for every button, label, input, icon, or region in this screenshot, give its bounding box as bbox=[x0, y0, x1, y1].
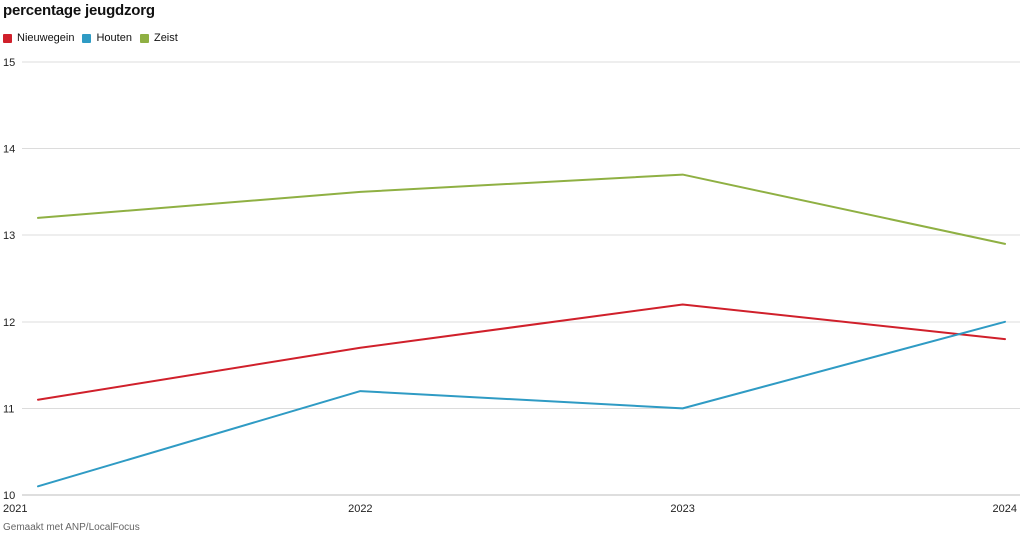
chart-legend: Nieuwegein Houten Zeist bbox=[3, 32, 186, 44]
x-tick-label: 2021 bbox=[3, 503, 27, 515]
legend-label: Zeist bbox=[153, 32, 178, 44]
legend-swatch bbox=[3, 33, 12, 43]
chart-footer: Gemaakt met ANP/LocalFocus bbox=[3, 522, 140, 533]
chart-title: percentage jeugdzorg bbox=[3, 2, 155, 19]
x-tick-label: 2022 bbox=[348, 503, 372, 515]
y-tick-label: 11 bbox=[3, 403, 14, 415]
y-tick-label: 10 bbox=[3, 490, 15, 502]
series-line-nieuwegein bbox=[37, 303, 1006, 401]
y-tick-label: 15 bbox=[3, 57, 15, 69]
series-line-houten bbox=[37, 320, 1006, 488]
y-tick-label: 14 bbox=[3, 144, 15, 156]
x-tick-label: 2024 bbox=[993, 503, 1017, 515]
legend-swatch bbox=[139, 33, 149, 43]
legend-item-houten: Houten bbox=[82, 32, 132, 44]
y-tick-label: 13 bbox=[3, 230, 15, 242]
legend-swatch bbox=[82, 33, 92, 43]
x-tick-label: 2023 bbox=[670, 503, 694, 515]
y-tick-label: 12 bbox=[3, 317, 15, 329]
legend-item-nieuwegein: Nieuwegein bbox=[3, 32, 74, 44]
series-line-zeist bbox=[37, 173, 1006, 245]
legend-label: Houten bbox=[96, 32, 132, 44]
legend-label: Nieuwegein bbox=[17, 32, 75, 44]
legend-item-zeist: Zeist bbox=[139, 32, 178, 44]
